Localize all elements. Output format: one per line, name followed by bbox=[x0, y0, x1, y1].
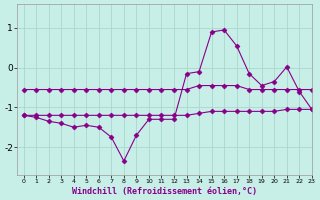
X-axis label: Windchill (Refroidissement éolien,°C): Windchill (Refroidissement éolien,°C) bbox=[72, 187, 257, 196]
